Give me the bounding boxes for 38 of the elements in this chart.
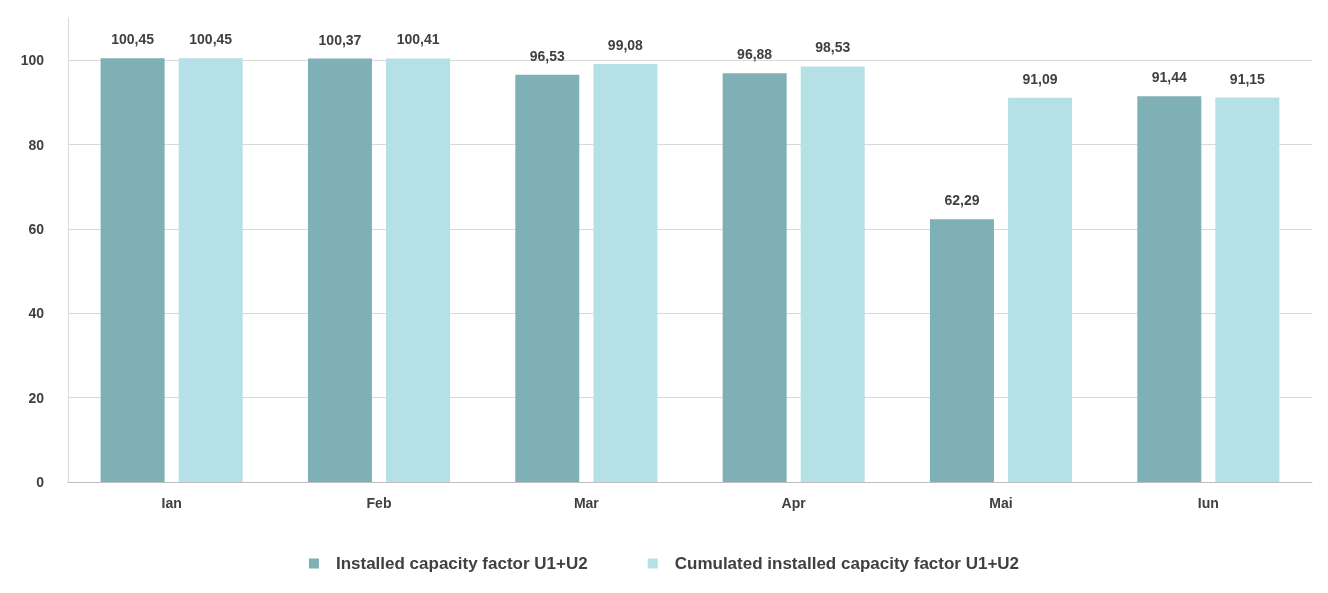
x-tick-label: Apr [781, 495, 807, 511]
x-tick-label: Iun [1197, 495, 1219, 511]
y-tick-label: 80 [28, 136, 45, 153]
y-tick-label: 40 [28, 305, 45, 322]
data-label: 91,44 [1151, 69, 1188, 86]
bar [1008, 97, 1073, 482]
x-tick-label: Ian [161, 495, 182, 511]
bar [1215, 97, 1280, 482]
bar [178, 58, 243, 482]
bar [722, 73, 787, 482]
data-label: 100,45 [111, 31, 155, 48]
bar [800, 66, 865, 482]
bar [515, 74, 580, 482]
x-tick-label: Feb [366, 495, 392, 511]
bar [386, 58, 451, 482]
legend-label: Installed capacity factor U1+U2 [335, 554, 588, 573]
y-tick-label: 100 [20, 52, 45, 69]
data-label: 99,08 [607, 37, 644, 54]
data-label: 62,29 [944, 192, 980, 209]
x-tick-label: Mar [573, 495, 600, 511]
data-label: 96,88 [737, 46, 773, 63]
x-tick-label: Mai [989, 495, 1013, 511]
data-label: 100,37 [318, 31, 362, 48]
data-label: 91,15 [1229, 70, 1266, 87]
data-label: 100,41 [396, 31, 440, 48]
data-label: 91,09 [1022, 70, 1058, 87]
y-tick-label: 20 [28, 389, 45, 406]
bar [929, 219, 994, 482]
data-label: 96,53 [529, 47, 566, 64]
y-tick-label: 0 [36, 474, 45, 490]
data-label: 100,45 [189, 31, 233, 48]
bar [1137, 96, 1202, 482]
bar [307, 58, 372, 482]
y-tick-label: 60 [28, 220, 45, 237]
bar [100, 58, 165, 482]
bar [593, 64, 658, 482]
legend-label: Cumulated installed capacity factor U1+U2 [674, 554, 1020, 573]
data-label: 98,53 [815, 39, 851, 56]
